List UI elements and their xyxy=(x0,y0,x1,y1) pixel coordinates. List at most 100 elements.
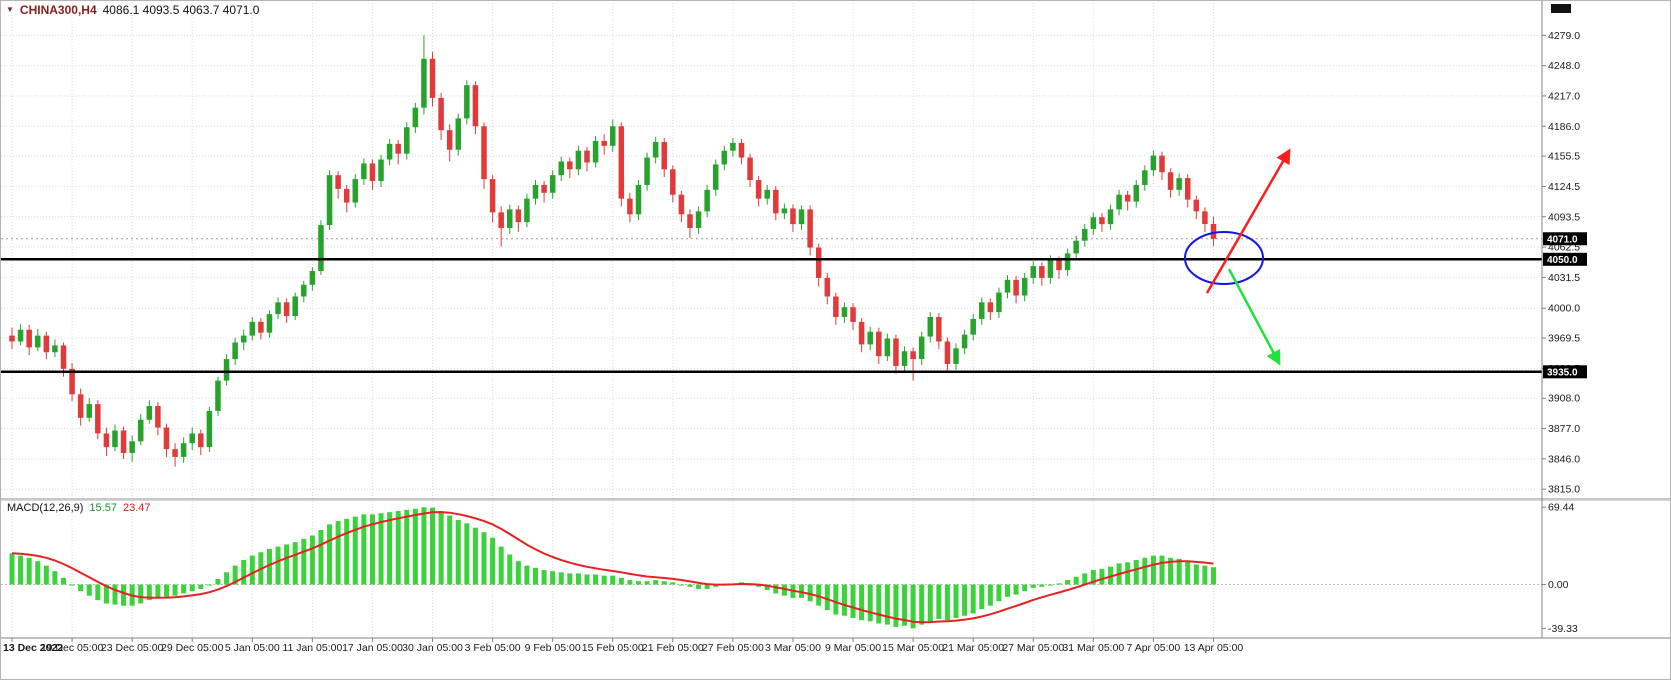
candle-body xyxy=(180,443,187,457)
macd-histogram-bar xyxy=(575,573,581,585)
candle-body xyxy=(189,433,195,444)
time-axis-label: 31 Mar 05:00 xyxy=(1062,642,1124,654)
candle-body xyxy=(687,214,693,228)
candle-body xyxy=(987,302,994,313)
candle-body xyxy=(137,419,144,442)
candle-body xyxy=(240,335,247,343)
macd-histogram-bar xyxy=(60,577,66,585)
time-axis-label: 23 Dec 05:00 xyxy=(101,642,164,654)
macd-histogram-bar xyxy=(910,584,916,629)
candle-body xyxy=(129,441,135,453)
macd-histogram-bar xyxy=(52,571,58,585)
bearish-arrow[interactable] xyxy=(1227,268,1281,366)
macd-histogram-bar xyxy=(841,584,847,616)
time-axis-label: 9 Mar 05:00 xyxy=(825,642,881,654)
macd-histogram-bar xyxy=(550,571,556,585)
candle-body xyxy=(592,140,599,163)
macd-histogram-bar xyxy=(1082,573,1088,585)
candle-body xyxy=(558,161,564,176)
bullish-arrow[interactable] xyxy=(1205,148,1291,294)
macd-histogram-bar xyxy=(764,584,770,591)
macd-histogram-bar xyxy=(206,584,212,586)
symbol-dropdown-icon[interactable]: ▼ xyxy=(6,5,14,14)
candle-body xyxy=(618,126,625,199)
macd-histogram-bar xyxy=(1073,576,1079,585)
candle-body xyxy=(1210,223,1217,239)
highlight-ellipse[interactable] xyxy=(1184,231,1264,285)
candle-body xyxy=(1056,260,1062,271)
macd-histogram-bar xyxy=(584,574,590,585)
macd-histogram-bar xyxy=(953,584,959,618)
candle-body xyxy=(979,302,985,319)
candle-body xyxy=(1202,211,1208,224)
price-tick-label: 4155.5 xyxy=(1548,151,1580,163)
candle-body xyxy=(438,97,444,131)
candle-body xyxy=(927,317,934,337)
scale-top-marker xyxy=(1551,4,1571,13)
macd-histogram-bar xyxy=(644,581,650,585)
macd-histogram-bar xyxy=(902,584,908,626)
candle-body xyxy=(1176,178,1182,190)
macd-histogram-bar xyxy=(241,560,247,585)
candle-body xyxy=(1124,194,1131,202)
candle-body xyxy=(1039,266,1045,278)
macd-histogram-bar xyxy=(996,584,1002,602)
candle-body xyxy=(464,85,470,119)
macd-indicator-label: MACD(12,26,9) 15.57 23.47 xyxy=(7,502,150,515)
candle-body xyxy=(635,184,642,215)
candle-body xyxy=(343,188,350,203)
candle-body xyxy=(292,296,298,317)
macd-histogram-bar xyxy=(533,567,539,585)
candle-body xyxy=(1073,240,1079,254)
current-price-tag-box xyxy=(1543,232,1587,246)
macd-main-value: 15.57 xyxy=(89,502,117,514)
macd-histogram-bar xyxy=(661,581,667,585)
macd-histogram-bar xyxy=(224,572,230,585)
candle-body xyxy=(421,58,427,108)
candle-body xyxy=(361,163,367,180)
price-tick-label: 3969.5 xyxy=(1548,333,1580,345)
macd-histogram-bar xyxy=(9,553,15,585)
macd-histogram-bar xyxy=(327,524,333,585)
candle-body xyxy=(1193,199,1200,212)
candle-body xyxy=(970,318,976,335)
macd-histogram-bar xyxy=(155,584,161,598)
candle-body xyxy=(266,314,273,333)
price-tick-label: 4031.5 xyxy=(1548,272,1580,284)
time-axis-label: 27 Feb 05:00 xyxy=(702,642,764,654)
time-axis-label: 27 Mar 05:00 xyxy=(1002,642,1064,654)
candle-body xyxy=(1142,170,1148,185)
time-axis-label: 21 Feb 05:00 xyxy=(642,642,704,654)
macd-histogram-bar xyxy=(884,584,890,625)
macd-histogram-bar xyxy=(850,584,856,618)
candle-body xyxy=(850,307,856,322)
candle-body xyxy=(155,406,161,428)
candle-body xyxy=(309,271,316,285)
candle-body xyxy=(910,351,916,360)
candle-body xyxy=(901,351,908,366)
macd-histogram-bar xyxy=(232,565,238,585)
candle-body xyxy=(730,142,736,151)
candle-body xyxy=(1133,184,1139,202)
candle-body xyxy=(1082,228,1088,241)
candle-body xyxy=(678,194,685,215)
candle-body xyxy=(275,302,281,315)
macd-histogram-bar xyxy=(378,513,384,585)
macd-histogram-bar xyxy=(198,584,204,589)
macd-histogram-bar xyxy=(35,561,41,585)
macd-histogram-bar xyxy=(1185,561,1191,585)
candle-body xyxy=(86,404,92,418)
candle-body xyxy=(232,342,238,360)
candle-body xyxy=(249,321,256,336)
macd-histogram-bar xyxy=(472,527,478,585)
candle-body xyxy=(815,247,822,278)
candle-body xyxy=(953,348,959,364)
macd-tick-label: 69.44 xyxy=(1548,502,1574,514)
macd-histogram-bar xyxy=(438,511,444,585)
macd-title: MACD(12,26,9) xyxy=(7,502,84,514)
macd-histogram-bar xyxy=(1159,555,1165,585)
macd-histogram-bar xyxy=(893,584,899,627)
candle-body xyxy=(764,189,770,199)
macd-histogram-bar xyxy=(498,546,504,585)
